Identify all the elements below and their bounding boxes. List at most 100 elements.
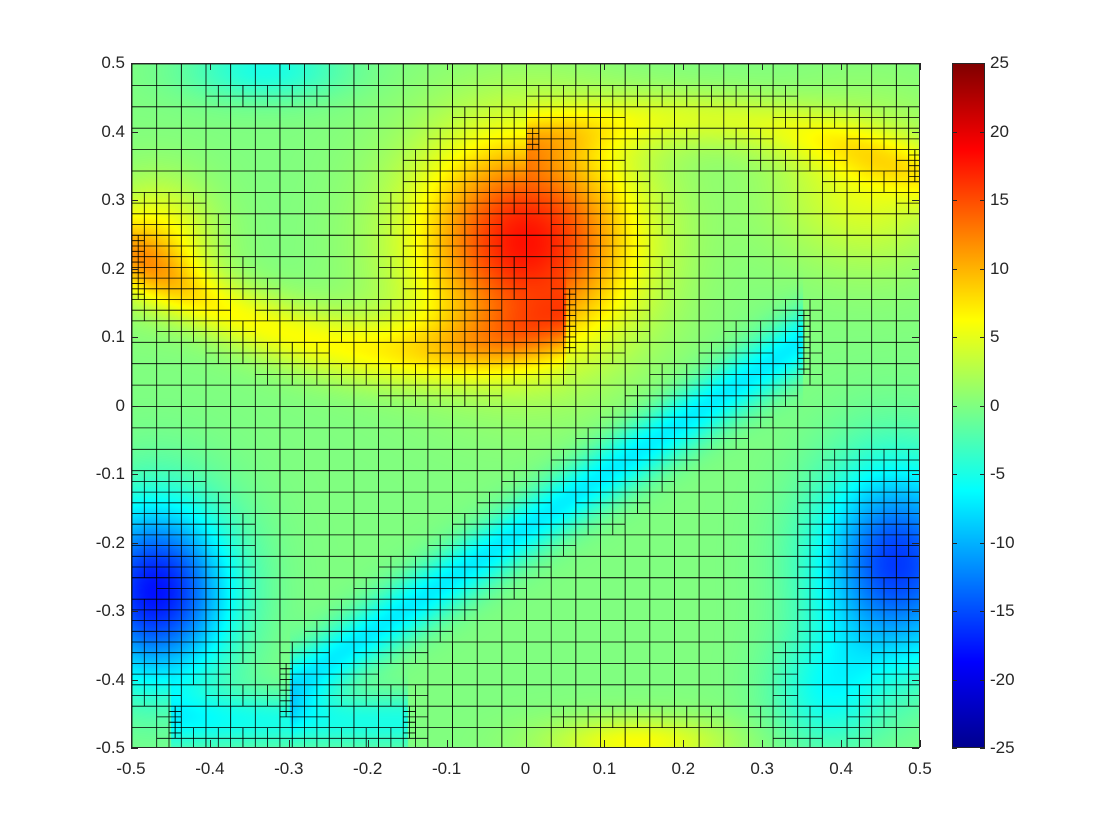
tick-mark (952, 542, 957, 544)
tick-mark (912, 337, 919, 338)
tick-mark (980, 611, 985, 612)
tick-mark (980, 679, 985, 681)
x-tick-label: -0.4 (195, 759, 225, 778)
colorbar-tick-label: 5 (990, 327, 1000, 346)
tick-mark (980, 131, 985, 133)
tick-mark (912, 131, 919, 133)
tick-mark (952, 63, 957, 64)
y-tick-label: 0.1 (101, 327, 125, 346)
tick-mark (952, 611, 957, 612)
tick-mark (209, 63, 211, 70)
colorbar-tick-label: 25 (990, 53, 1009, 72)
y-tick-label: -0.2 (95, 532, 125, 552)
tick-mark (367, 63, 369, 70)
tick-mark (912, 542, 919, 544)
tick-mark (446, 63, 448, 70)
tick-mark (980, 268, 985, 270)
tick-mark (952, 200, 957, 201)
tick-mark (525, 740, 527, 747)
y-tick-label: 0.5 (101, 53, 125, 72)
colorbar-tick-label: 20 (990, 121, 1009, 141)
tick-mark (131, 63, 138, 64)
tick-mark (288, 740, 290, 747)
tick-mark (952, 268, 957, 270)
tick-mark (980, 200, 985, 201)
tick-mark (952, 337, 957, 338)
heatmap-field (132, 64, 919, 747)
tick-mark (131, 474, 138, 475)
tick-mark (525, 63, 527, 70)
tick-mark (912, 268, 919, 270)
colorbar-tick-label: 15 (990, 190, 1009, 209)
tick-mark (980, 405, 985, 407)
colorbar-tick-label: -10 (990, 532, 1015, 552)
tick-mark (841, 63, 843, 70)
tick-mark (367, 740, 369, 747)
tick-mark (912, 679, 919, 681)
colorbar-tick-label: 10 (990, 258, 1009, 278)
tick-mark (604, 740, 606, 747)
tick-mark (131, 200, 138, 201)
tick-mark (980, 337, 985, 338)
y-tick-label: -0.3 (95, 601, 125, 620)
x-tick-label: 0.5 (908, 759, 932, 778)
tick-mark (131, 405, 138, 407)
colorbar-tick-label: -5 (990, 464, 1006, 483)
tick-mark (912, 405, 919, 407)
tick-mark (980, 474, 985, 475)
tick-mark (131, 542, 138, 544)
tick-mark (980, 63, 985, 64)
x-tick-label: -0.1 (431, 759, 462, 778)
x-tick-label: 0.1 (592, 759, 617, 778)
tick-mark (952, 679, 957, 681)
tick-mark (952, 748, 957, 749)
colorbar-tick-label: -20 (990, 669, 1015, 689)
x-tick-label: 0.3 (750, 759, 774, 778)
tick-mark (980, 748, 985, 749)
x-tick-label: -0.2 (353, 759, 383, 778)
x-tick-label: 0.2 (671, 759, 696, 778)
tick-mark (131, 63, 132, 70)
tick-mark (920, 63, 921, 70)
tick-mark (912, 474, 919, 475)
tick-mark (131, 268, 138, 270)
tick-mark (912, 63, 919, 64)
colorbar-tick-label: 0 (990, 395, 1000, 415)
colorbar-tick-label: -15 (990, 601, 1015, 620)
tick-mark (683, 740, 685, 747)
x-tick-label: -0.3 (274, 759, 304, 778)
y-tick-label: -0.4 (95, 669, 125, 689)
tick-mark (131, 679, 138, 681)
tick-mark (980, 542, 985, 544)
tick-mark (683, 63, 685, 70)
tick-mark (762, 63, 764, 70)
tick-mark (131, 748, 138, 749)
tick-mark (604, 63, 606, 70)
tick-mark (912, 611, 919, 612)
tick-mark (131, 611, 138, 612)
tick-mark (131, 337, 138, 338)
colorbar-tick-label: -25 (990, 738, 1015, 757)
adaptive-mesh (132, 64, 919, 747)
y-tick-label: -0.1 (95, 464, 125, 483)
tick-mark (920, 740, 921, 747)
tick-mark (209, 740, 211, 747)
tick-mark (841, 740, 843, 747)
mesh-cells (132, 64, 919, 747)
y-tick-label: 0 (115, 395, 125, 415)
tick-mark (131, 740, 132, 747)
y-tick-label: 0.3 (101, 190, 125, 209)
tick-mark (446, 740, 448, 747)
plot-area (131, 63, 920, 748)
tick-mark (952, 405, 957, 407)
x-tick-label: 0 (520, 759, 531, 778)
tick-mark (952, 474, 957, 475)
tick-mark (912, 200, 919, 201)
tick-mark (762, 740, 764, 747)
tick-mark (288, 63, 290, 70)
y-tick-label: 0.2 (101, 258, 125, 278)
y-tick-label: 0.4 (101, 121, 125, 141)
tick-mark (912, 748, 919, 749)
y-tick-label: -0.5 (95, 738, 125, 757)
